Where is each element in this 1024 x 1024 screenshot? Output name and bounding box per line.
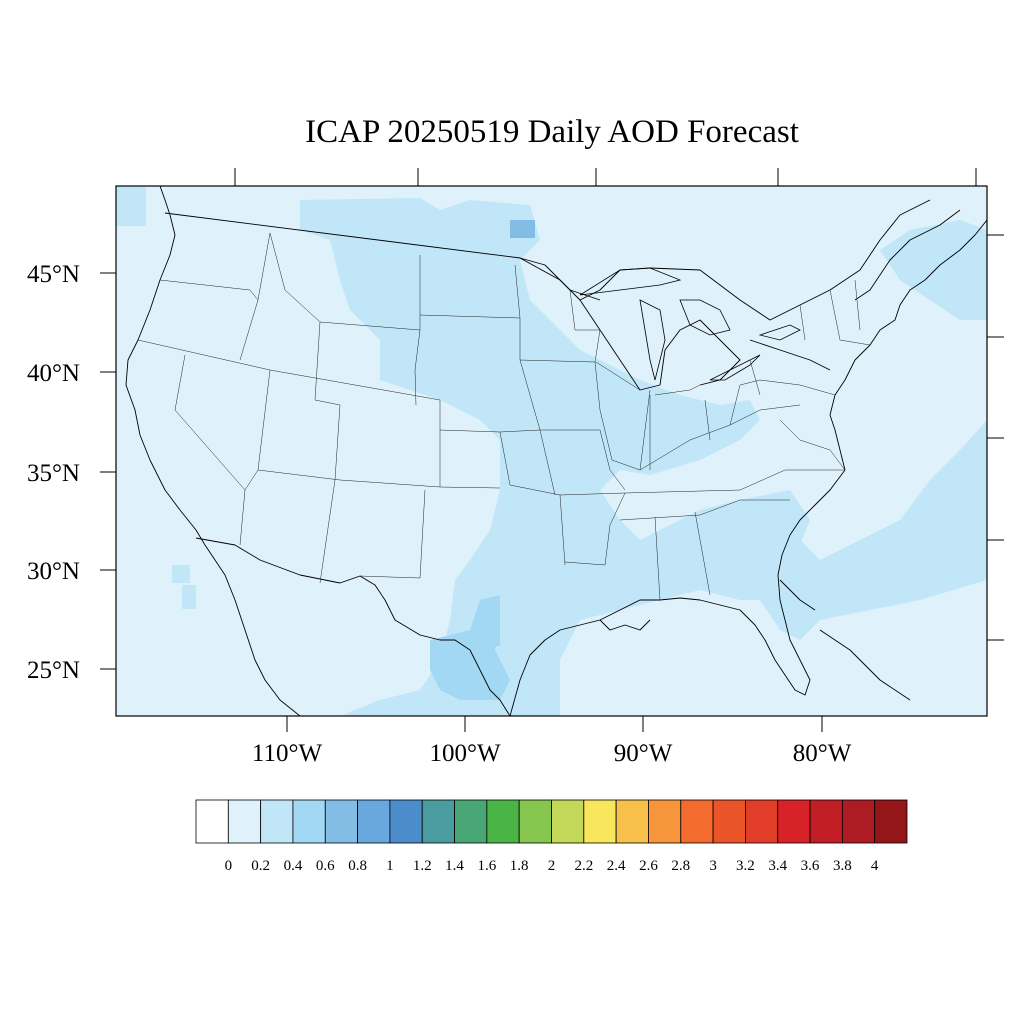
colorbar-box	[841, 799, 876, 844]
colorbar-tick-label: 0	[225, 858, 233, 874]
colorbar-tick-label: 0.4	[284, 858, 303, 874]
colorbar-box	[777, 799, 811, 844]
colorbar-tick-label: 0.2	[251, 858, 270, 874]
colorbar-tick-label: 3.4	[768, 858, 787, 874]
aod-band-0.4-0.6	[430, 220, 535, 700]
colorbar-box	[874, 799, 908, 844]
graticule-ticks	[100, 168, 1004, 732]
colorbar-box	[324, 799, 358, 844]
colorbar-tick-label: 0.8	[348, 858, 367, 874]
map-panel	[116, 186, 987, 716]
colorbar-tick-label: 1.6	[477, 858, 496, 874]
colorbar-tick-label: 3.8	[833, 858, 852, 874]
colorbar-box	[615, 799, 649, 844]
colorbar-tick-label: 1.8	[510, 858, 529, 874]
lat-label: 35°N	[27, 460, 80, 487]
colorbar-tick-label: 4	[871, 858, 879, 874]
coastlines-and-borders	[125, 186, 987, 716]
latitude-labels: 45°N 40°N 35°N 30°N 25°N	[27, 261, 80, 684]
colorbar-box	[486, 799, 520, 844]
lat-label: 30°N	[27, 558, 80, 585]
colorbar	[195, 799, 908, 844]
colorbar-tick-label: 3.2	[736, 858, 755, 874]
colorbar-tick-label: 1	[386, 858, 394, 874]
colorbar-box	[518, 799, 552, 844]
colorbar-tick-label: 2	[548, 858, 556, 874]
colorbar-box	[454, 799, 488, 844]
colorbar-labels: 0 0.2 0.4 0.6 0.8 1 1.2 1.4 1.6 1.8 2 2.2 2.4 2.6 2.8 3…	[225, 858, 879, 874]
state-boundaries	[137, 232, 871, 601]
colorbar-tick-label: 3.6	[801, 858, 820, 874]
colorbar-box	[583, 799, 617, 844]
colorbar-box	[680, 799, 714, 844]
colorbar-tick-label: 1.2	[413, 858, 432, 874]
colorbar-tick-label: 0.6	[316, 858, 335, 874]
colorbar-tick-label: 1.4	[445, 858, 464, 874]
colorbar-box	[648, 799, 682, 844]
colorbar-tick-label: 2.8	[671, 858, 690, 874]
lon-label: 100°W	[429, 740, 500, 767]
colorbar-box	[227, 799, 262, 844]
colorbar-box	[421, 799, 455, 844]
colorbar-tick-label: 2.2	[574, 858, 593, 874]
colorbar-box	[809, 799, 843, 844]
colorbar-box	[292, 799, 326, 844]
map-title: ICAP 20250519 Daily AOD Forecast	[305, 114, 799, 150]
map-frame	[115, 185, 988, 717]
great-lakes	[579, 267, 801, 381]
colorbar-tick-label: 2.6	[639, 858, 658, 874]
colorbar-box	[712, 799, 746, 844]
lon-label: 80°W	[793, 740, 852, 767]
lat-label: 25°N	[27, 657, 80, 684]
colorbar-tick-label: 2.4	[607, 858, 626, 874]
lon-label: 110°W	[252, 740, 323, 767]
colorbar-tick-label: 3	[709, 858, 717, 874]
colorbar-box	[745, 799, 779, 844]
lat-label: 45°N	[27, 261, 80, 288]
colorbar-box	[551, 799, 585, 844]
colorbar-box	[357, 799, 391, 844]
colorbar-box	[260, 799, 294, 844]
longitude-labels: 110°W 100°W 90°W 80°W	[252, 740, 852, 767]
lat-label: 40°N	[27, 360, 80, 387]
colorbar-box	[195, 799, 229, 844]
colorbar-box	[389, 799, 423, 844]
lon-label: 90°W	[614, 740, 673, 767]
